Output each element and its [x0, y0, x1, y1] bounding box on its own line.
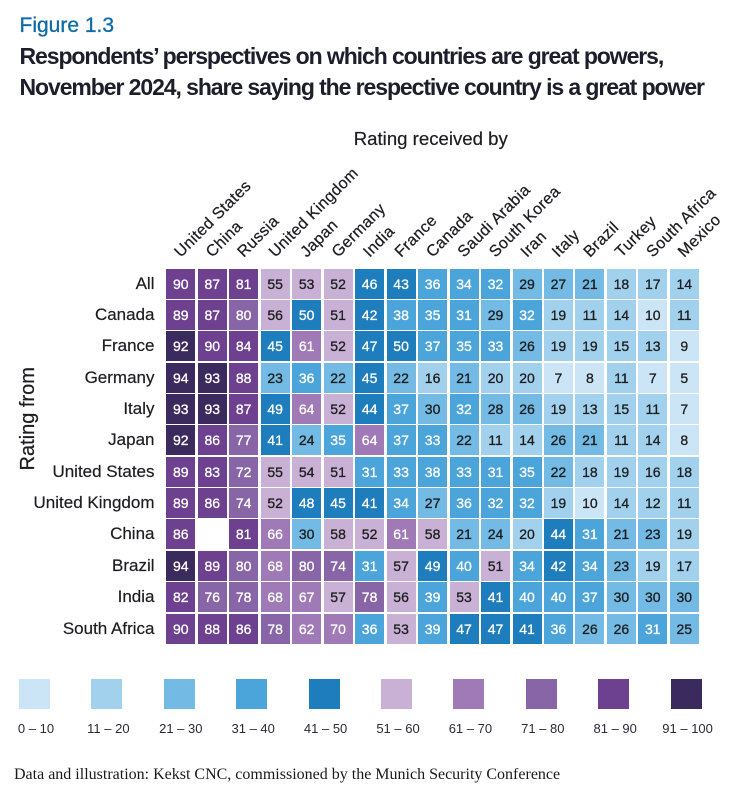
svg-text:Brazil: Brazil	[581, 219, 623, 261]
svg-text:Rating from: Rating from	[17, 367, 39, 470]
svg-text:Italy: Italy	[549, 227, 583, 261]
